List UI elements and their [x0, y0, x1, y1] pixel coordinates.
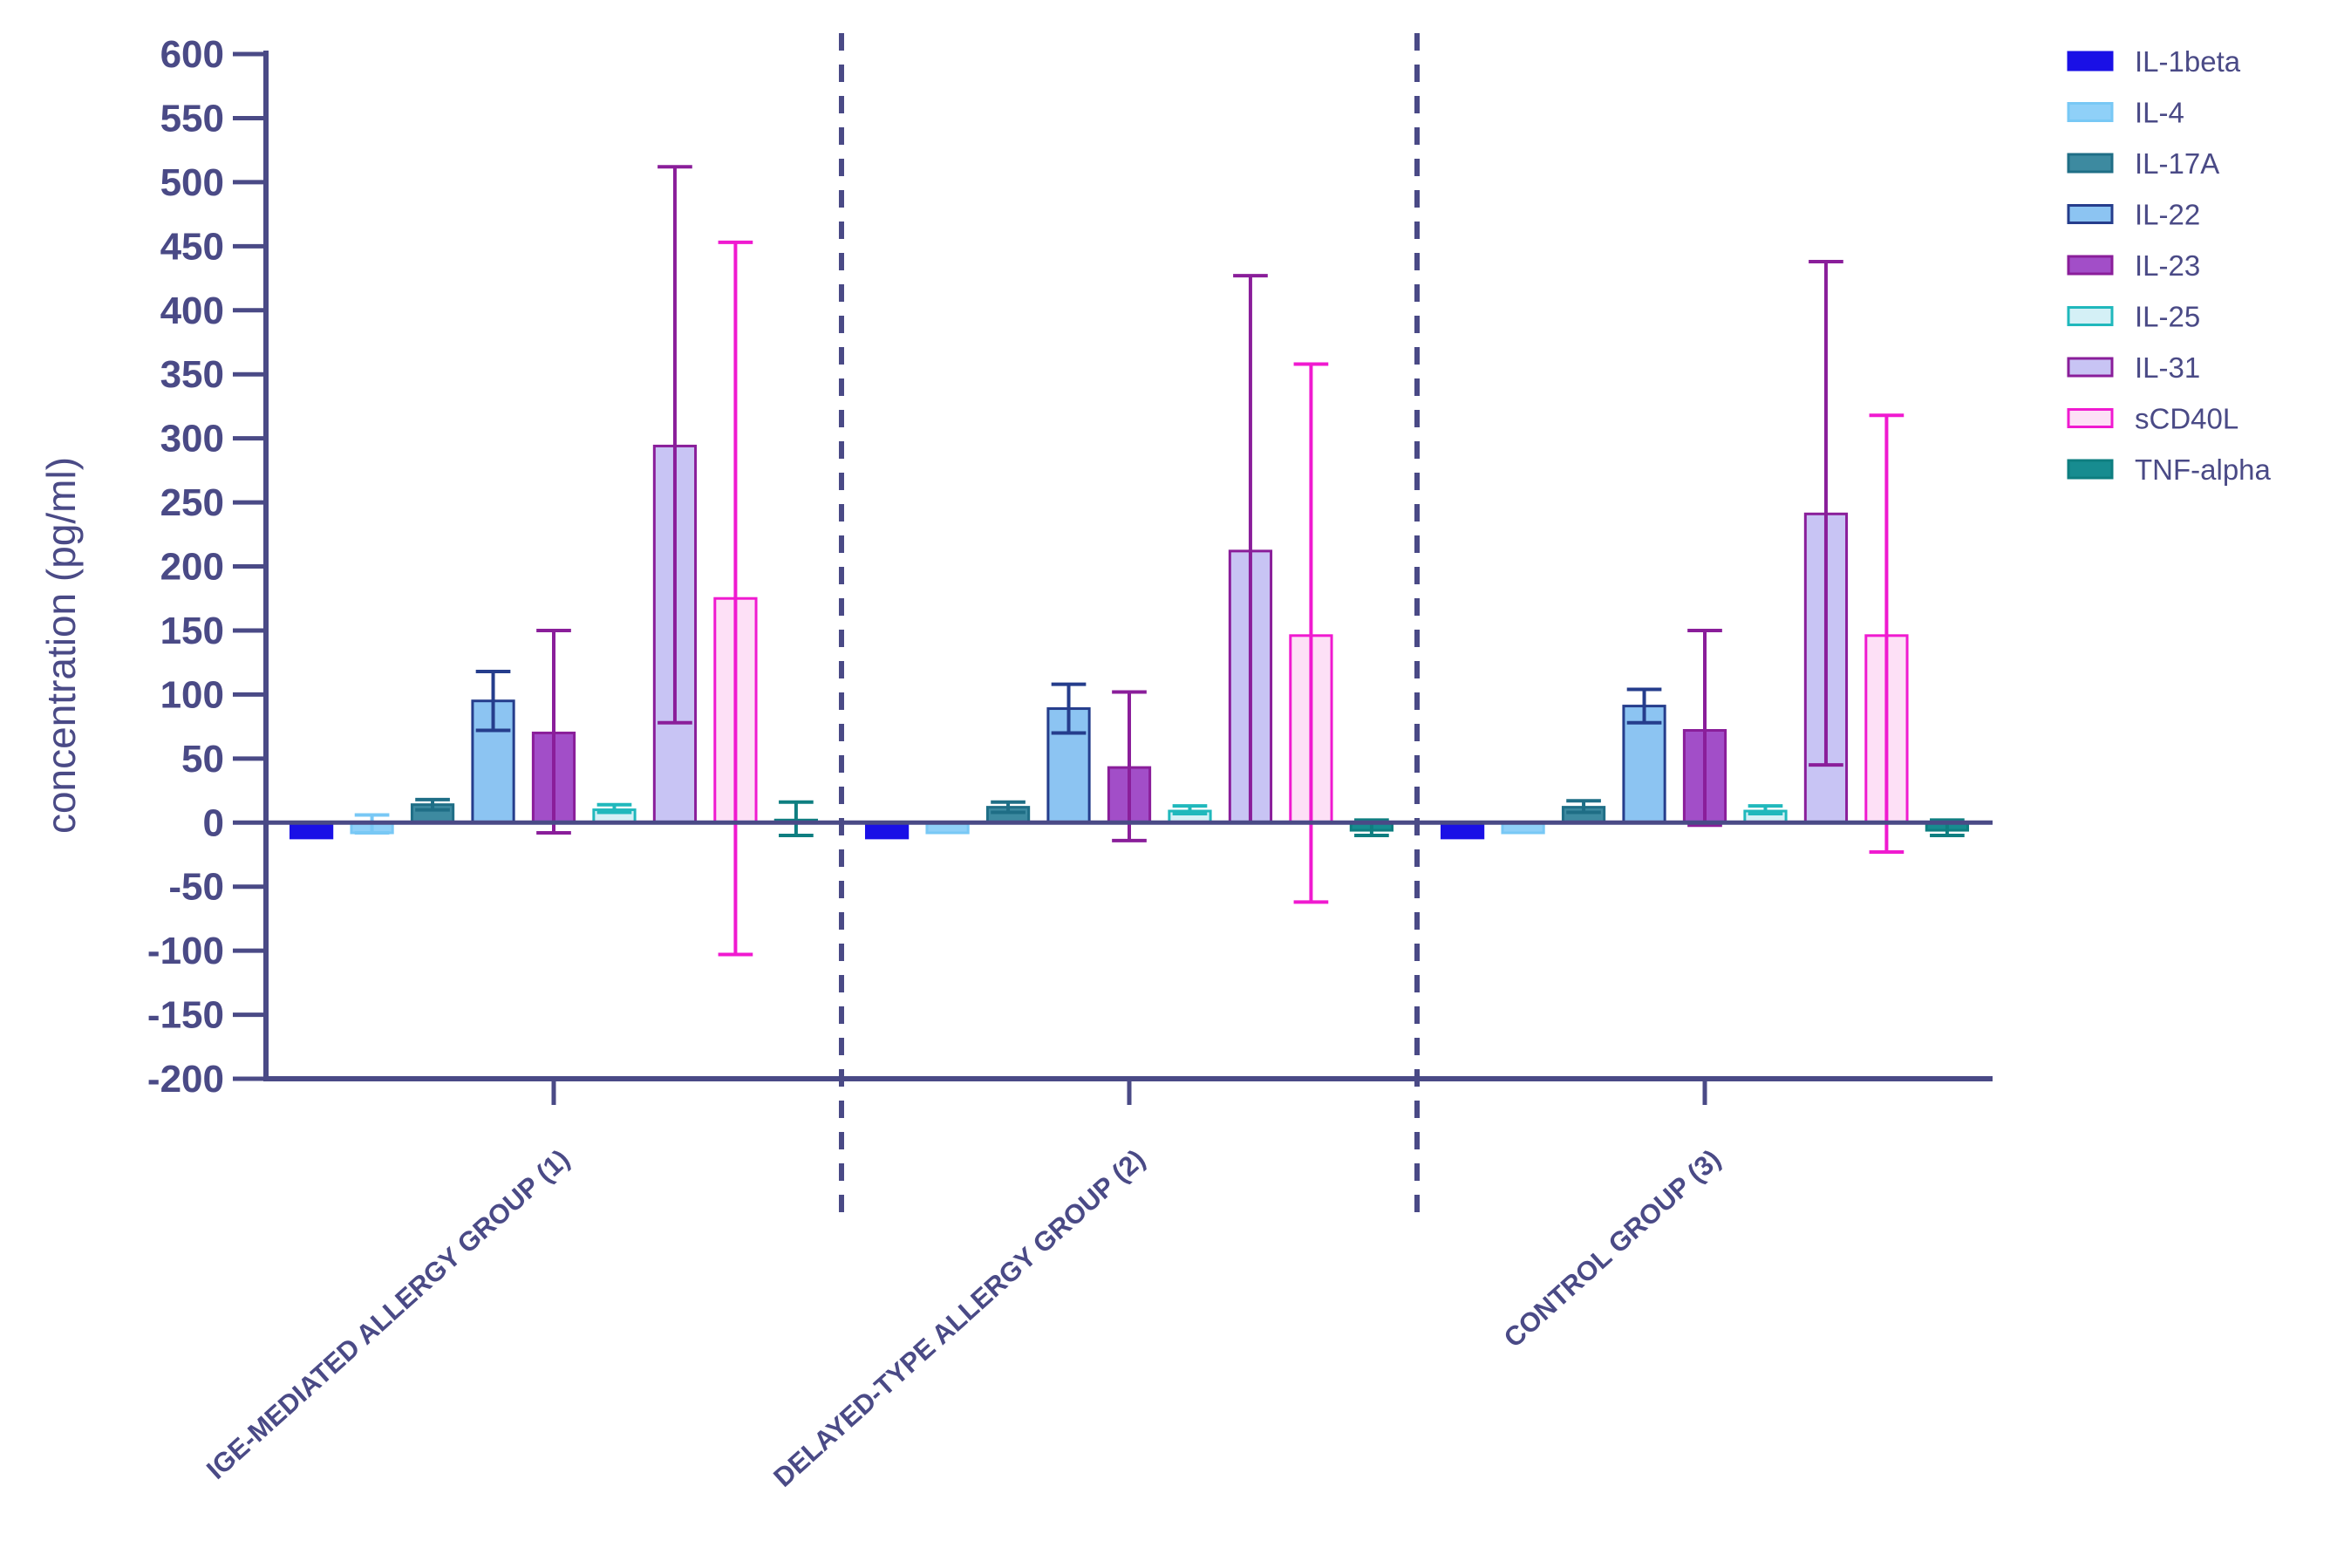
legend-swatch-IL-31 [2067, 357, 2114, 378]
y-tick-label: 100 [160, 673, 224, 716]
legend-swatch-IL-22 [2067, 204, 2114, 224]
y-tick-label: 150 [160, 610, 224, 652]
y-axis-title: concentration (pg/ml) [38, 457, 84, 834]
y-tick-label: -50 [168, 866, 224, 909]
legend-label-IL-4: IL-4 [2135, 97, 2184, 129]
legend-swatch-IL-4 [2067, 102, 2114, 122]
y-tick-label: 350 [160, 353, 224, 396]
y-tick-label: 400 [160, 290, 224, 332]
legend-swatch-sCD40L [2067, 408, 2114, 428]
y-tick-label: 550 [160, 97, 224, 140]
legend-label-IL-22: IL-22 [2135, 199, 2200, 231]
bar-IL-1beta-2 [864, 821, 910, 840]
bar-IL-1beta-3 [1440, 821, 1485, 840]
x-category-label: DELAYED-TYPE ALLERGY GROUP (2) [767, 1143, 1150, 1493]
y-tick-label: 300 [160, 418, 224, 460]
legend-label-IL-31: IL-31 [2135, 351, 2200, 384]
y-tick-label: 500 [160, 161, 224, 204]
legend-swatch-IL-23 [2067, 255, 2114, 276]
legend-label-IL-23: IL-23 [2135, 249, 2200, 282]
legend-label-IL-1beta: IL-1beta [2135, 45, 2241, 78]
y-tick-label: -100 [147, 930, 224, 972]
x-category-label: CONTROL GROUP (3) [1498, 1143, 1727, 1353]
legend-label-IL-25: IL-25 [2135, 301, 2200, 333]
y-tick-label: 250 [160, 481, 224, 524]
legend-swatch-TNF-alpha [2067, 459, 2114, 480]
x-category-label: IGE-MEDIATED ALLERGY GROUP (1) [201, 1143, 576, 1485]
y-tick-label: 0 [203, 801, 224, 844]
legend-label-IL-17A: IL-17A [2135, 147, 2219, 180]
y-tick-label: 450 [160, 225, 224, 268]
y-tick-label: -200 [147, 1058, 224, 1101]
legend-swatch-IL-17A [2067, 153, 2114, 174]
y-tick-label: 50 [181, 738, 224, 781]
y-tick-label: 600 [160, 33, 224, 76]
legend-swatch-IL-1beta [2067, 51, 2114, 72]
legend-label-sCD40L: sCD40L [2135, 403, 2238, 435]
y-tick-label: -150 [147, 994, 224, 1037]
y-tick-label: 200 [160, 546, 224, 589]
legend-label-TNF-alpha: TNF-alpha [2135, 453, 2272, 486]
legend-swatch-IL-25 [2067, 306, 2114, 326]
bar-IL-1beta-1 [289, 821, 334, 840]
